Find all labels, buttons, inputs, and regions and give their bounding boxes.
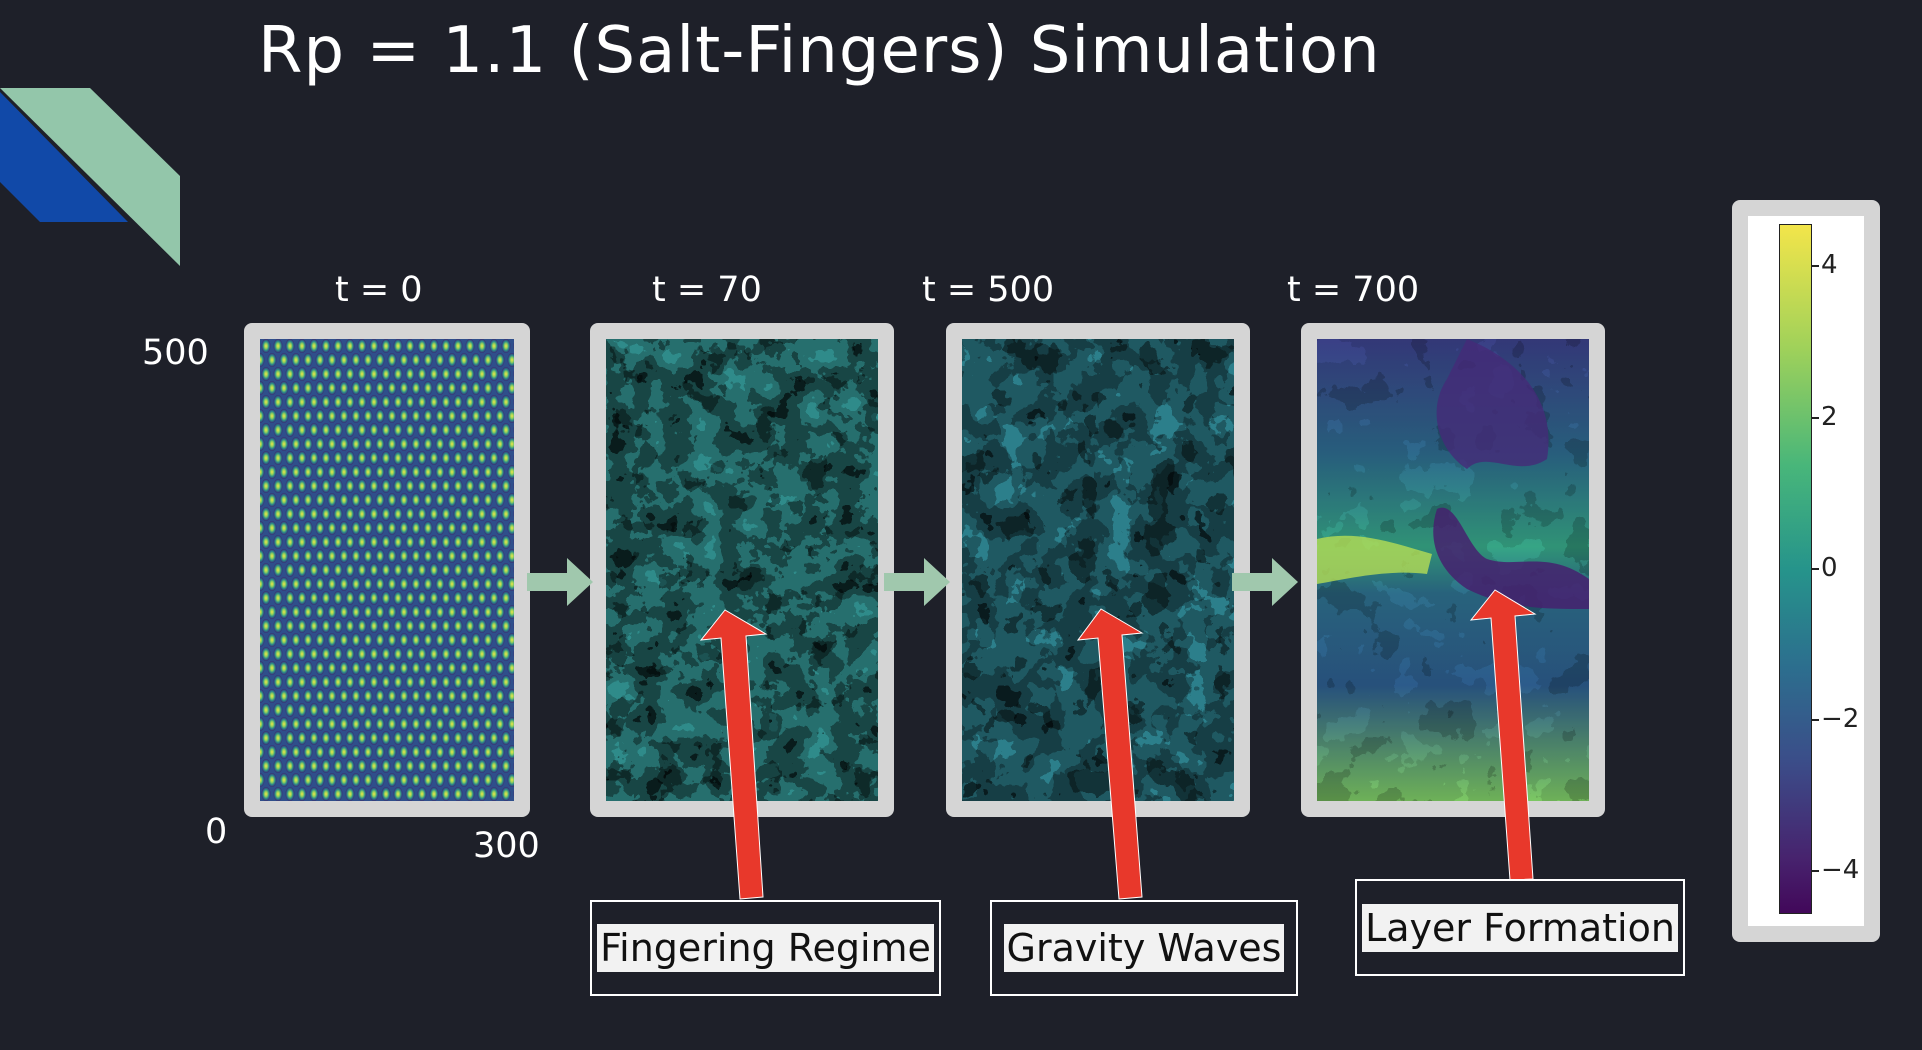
colorbar-tick-label: 0 xyxy=(1821,553,1838,583)
colorbar-tick-label: 4 xyxy=(1821,250,1838,280)
colorbar-tick-label: 2 xyxy=(1821,402,1838,432)
colorbar-tick-label: −4 xyxy=(1821,855,1860,885)
callout-layer-formation-label: Layer Formation xyxy=(1362,903,1678,952)
simulation-panel-t500 xyxy=(962,339,1234,801)
simulation-panel-t0 xyxy=(260,339,514,801)
y-axis-top-label: 500 xyxy=(142,333,209,373)
x-axis-right-label: 300 xyxy=(473,826,540,866)
colorbar-gradient xyxy=(1779,224,1812,914)
flow-arrow-2 xyxy=(884,558,950,606)
callout-fingering-regime-label: Fingering Regime xyxy=(597,924,934,972)
colorbar-tickmark xyxy=(1811,265,1819,267)
callout-gravity-waves: Gravity Waves xyxy=(990,900,1298,996)
time-label-70: t = 70 xyxy=(652,270,762,310)
callout-gravity-waves-label: Gravity Waves xyxy=(1003,924,1285,972)
y-axis-bottom-label: 0 xyxy=(205,812,228,852)
simulation-panel-t70 xyxy=(606,339,878,801)
flow-arrow-3 xyxy=(1232,558,1298,606)
simulation-panel-t700 xyxy=(1317,339,1589,801)
slide-title: Rp = 1.1 (Salt-Fingers) Simulation xyxy=(258,14,1381,88)
colorbar-tickmark xyxy=(1811,568,1819,570)
colorbar-tick-label: −2 xyxy=(1821,704,1860,734)
time-label-500: t = 500 xyxy=(922,270,1055,310)
time-label-0: t = 0 xyxy=(335,270,423,310)
callout-fingering-regime: Fingering Regime xyxy=(590,900,941,996)
flow-arrow-1 xyxy=(527,558,593,606)
corner-decoration xyxy=(0,88,180,266)
colorbar-tickmark xyxy=(1811,417,1819,419)
colorbar-tickmark xyxy=(1811,870,1819,872)
time-label-700: t = 700 xyxy=(1287,270,1420,310)
colorbar-tickmark xyxy=(1811,719,1819,721)
callout-layer-formation: Layer Formation xyxy=(1355,879,1685,976)
